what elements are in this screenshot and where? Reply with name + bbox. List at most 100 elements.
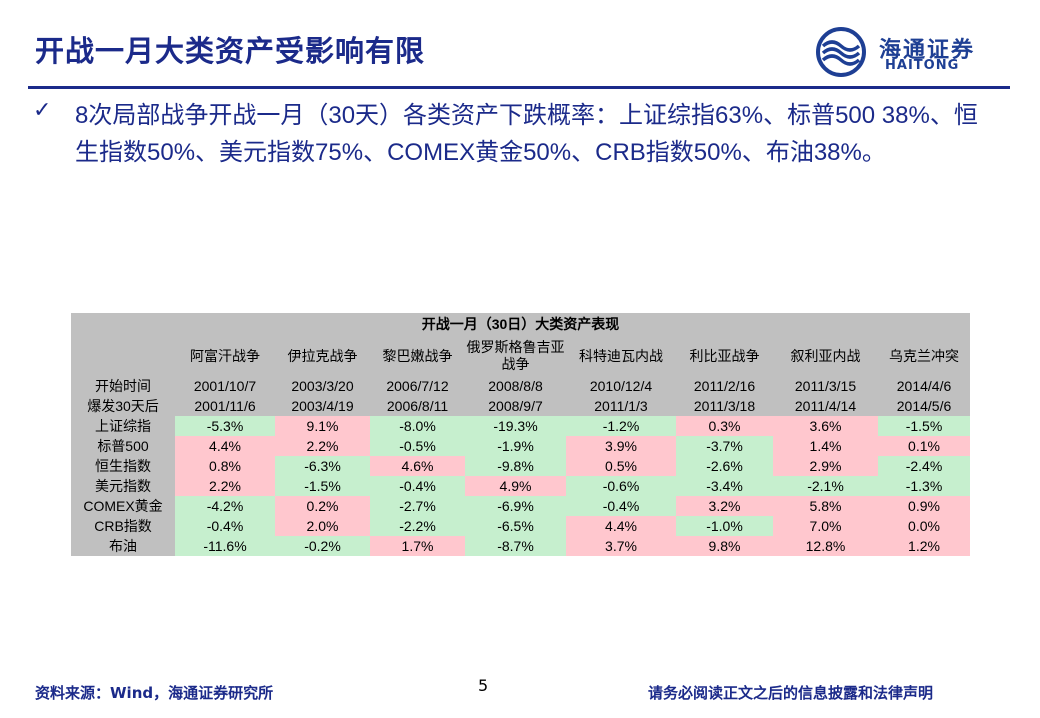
war-name-header: 乌克兰冲突: [878, 336, 970, 376]
value-cell: -1.5%: [275, 476, 370, 496]
asset-label: COMEX黄金: [71, 496, 175, 516]
value-cell: -6.5%: [465, 516, 566, 536]
value-cell: -2.4%: [878, 456, 970, 476]
summary-bullet-text: 8次局部战争开战一月（30天）各类资产下跌概率：上证综指63%、标普500 38…: [75, 102, 978, 166]
date-cell: 2001/11/6: [175, 396, 275, 416]
date-cell: 2008/9/7: [465, 396, 566, 416]
value-cell: 0.3%: [676, 416, 773, 436]
war-name-header: 黎巴嫩战争: [370, 336, 465, 376]
date-cell: 2011/3/18: [676, 396, 773, 416]
date-cell: 2006/7/12: [370, 376, 465, 396]
value-cell: -8.7%: [465, 536, 566, 556]
value-cell: 2.0%: [275, 516, 370, 536]
table-row: COMEX黄金 -4.2% 0.2% -2.7% -6.9% -0.4% 3.2% 5.8% 0…: [71, 496, 970, 516]
value-cell: 0.0%: [878, 516, 970, 536]
war-name-header: 科特迪瓦内战: [566, 336, 676, 376]
value-cell: 0.5%: [566, 456, 676, 476]
value-cell: 0.8%: [175, 456, 275, 476]
value-cell: 0.2%: [275, 496, 370, 516]
value-cell: -1.5%: [878, 416, 970, 436]
date-cell: 2011/2/16: [676, 376, 773, 396]
asset-label: 美元指数: [71, 476, 175, 496]
value-cell: -11.6%: [175, 536, 275, 556]
value-cell: 3.2%: [676, 496, 773, 516]
start-date-row: 开始时间 2001/10/7 2003/3/20 2006/7/12 2008/8/8 2…: [71, 376, 970, 396]
title-divider: [28, 86, 1010, 89]
legal-disclaimer: 请务必阅读正文之后的信息披露和法律声明: [648, 684, 934, 702]
asset-label: CRB指数: [71, 516, 175, 536]
value-cell: -2.7%: [370, 496, 465, 516]
value-cell: -0.2%: [275, 536, 370, 556]
value-cell: -6.9%: [465, 496, 566, 516]
asset-performance-table: 开战一月（30日）大类资产表现 阿富汗战争 伊拉克战争 黎巴嫩战争 俄罗斯格鲁吉亚战争…: [71, 313, 970, 556]
date-cell: 2003/3/20: [275, 376, 370, 396]
logo-chinese-text: 海通证券: [879, 38, 976, 63]
table-row: 恒生指数 0.8% -6.3% 4.6% -9.8% 0.5% -2.6% 2.9% -2.4%: [71, 456, 970, 476]
value-cell: 3.6%: [773, 416, 878, 436]
value-cell: -0.6%: [566, 476, 676, 496]
date-cell: 2006/8/11: [370, 396, 465, 416]
value-cell: 9.1%: [275, 416, 370, 436]
value-cell: -2.6%: [676, 456, 773, 476]
value-cell: -1.3%: [878, 476, 970, 496]
value-cell: 9.8%: [676, 536, 773, 556]
value-cell: -1.9%: [465, 436, 566, 456]
value-cell: -2.2%: [370, 516, 465, 536]
war-name-header: 利比亚战争: [676, 336, 773, 376]
checkmark-icon: ✓: [33, 98, 52, 123]
value-cell: -0.4%: [370, 476, 465, 496]
value-cell: 3.7%: [566, 536, 676, 556]
date-cell: 2011/4/14: [773, 396, 878, 416]
logo-english-text: HAITONG: [885, 58, 960, 73]
value-cell: 4.9%: [465, 476, 566, 496]
value-cell: -0.4%: [566, 496, 676, 516]
value-cell: 0.9%: [878, 496, 970, 516]
value-cell: 2.9%: [773, 456, 878, 476]
value-cell: 3.9%: [566, 436, 676, 456]
value-cell: -3.4%: [676, 476, 773, 496]
row-label: 爆发30天后: [71, 396, 175, 416]
value-cell: -1.0%: [676, 516, 773, 536]
table-row: CRB指数 -0.4% 2.0% -2.2% -6.5% 4.4% -1.0% 7.0% 0.0…: [71, 516, 970, 536]
date-cell: 2001/10/7: [175, 376, 275, 396]
war-name-header: 俄罗斯格鲁吉亚战争: [465, 336, 566, 376]
value-cell: 5.8%: [773, 496, 878, 516]
value-cell: 7.0%: [773, 516, 878, 536]
asset-label: 恒生指数: [71, 456, 175, 476]
value-cell: -0.5%: [370, 436, 465, 456]
date-cell: 2010/12/4: [566, 376, 676, 396]
table-row: 标普500 4.4% 2.2% -0.5% -1.9% 3.9% -3.7% 1.4% 0.1%: [71, 436, 970, 456]
value-cell: 0.1%: [878, 436, 970, 456]
war-name-header: 伊拉克战争: [275, 336, 370, 376]
date-cell: 2014/4/6: [878, 376, 970, 396]
war-name-header: 叙利亚内战: [773, 336, 878, 376]
value-cell: -1.2%: [566, 416, 676, 436]
war-names-row: 阿富汗战争 伊拉克战争 黎巴嫩战争 俄罗斯格鲁吉亚战争 科特迪瓦内战 利比亚战争 叙利亚内战…: [71, 336, 970, 376]
value-cell: -4.2%: [175, 496, 275, 516]
haitong-logo-icon: [816, 27, 866, 77]
table-row: 美元指数 2.2% -1.5% -0.4% 4.9% -0.6% -3.4% -2.1% -1.…: [71, 476, 970, 496]
haitong-logo: 海通证券 HAITONG: [815, 26, 1005, 78]
date-cell: 2008/8/8: [465, 376, 566, 396]
date-cell: 2003/4/19: [275, 396, 370, 416]
table-caption-row: 开战一月（30日）大类资产表现: [71, 313, 970, 336]
value-cell: -8.0%: [370, 416, 465, 436]
asset-label: 布油: [71, 536, 175, 556]
page-number: 5: [478, 676, 489, 695]
table-row: 上证综指 -5.3% 9.1% -8.0% -19.3% -1.2% 0.3% 3.6% -1.…: [71, 416, 970, 436]
table-corner: [71, 336, 175, 376]
value-cell: 1.2%: [878, 536, 970, 556]
after-date-row: 爆发30天后 2001/11/6 2003/4/19 2006/8/11 2008/9/…: [71, 396, 970, 416]
value-cell: 4.4%: [566, 516, 676, 536]
value-cell: 4.6%: [370, 456, 465, 476]
value-cell: -6.3%: [275, 456, 370, 476]
value-cell: -9.8%: [465, 456, 566, 476]
table-row: 布油 -11.6% -0.2% 1.7% -8.7% 3.7% 9.8% 12.8% 1.2%: [71, 536, 970, 556]
value-cell: 4.4%: [175, 436, 275, 456]
war-name-header: 阿富汗战争: [175, 336, 275, 376]
date-cell: 2011/1/3: [566, 396, 676, 416]
table-caption: 开战一月（30日）大类资产表现: [71, 313, 970, 336]
source-note: 资料来源：Wind，海通证券研究所: [35, 684, 274, 702]
value-cell: 12.8%: [773, 536, 878, 556]
asset-label: 上证综指: [71, 416, 175, 436]
